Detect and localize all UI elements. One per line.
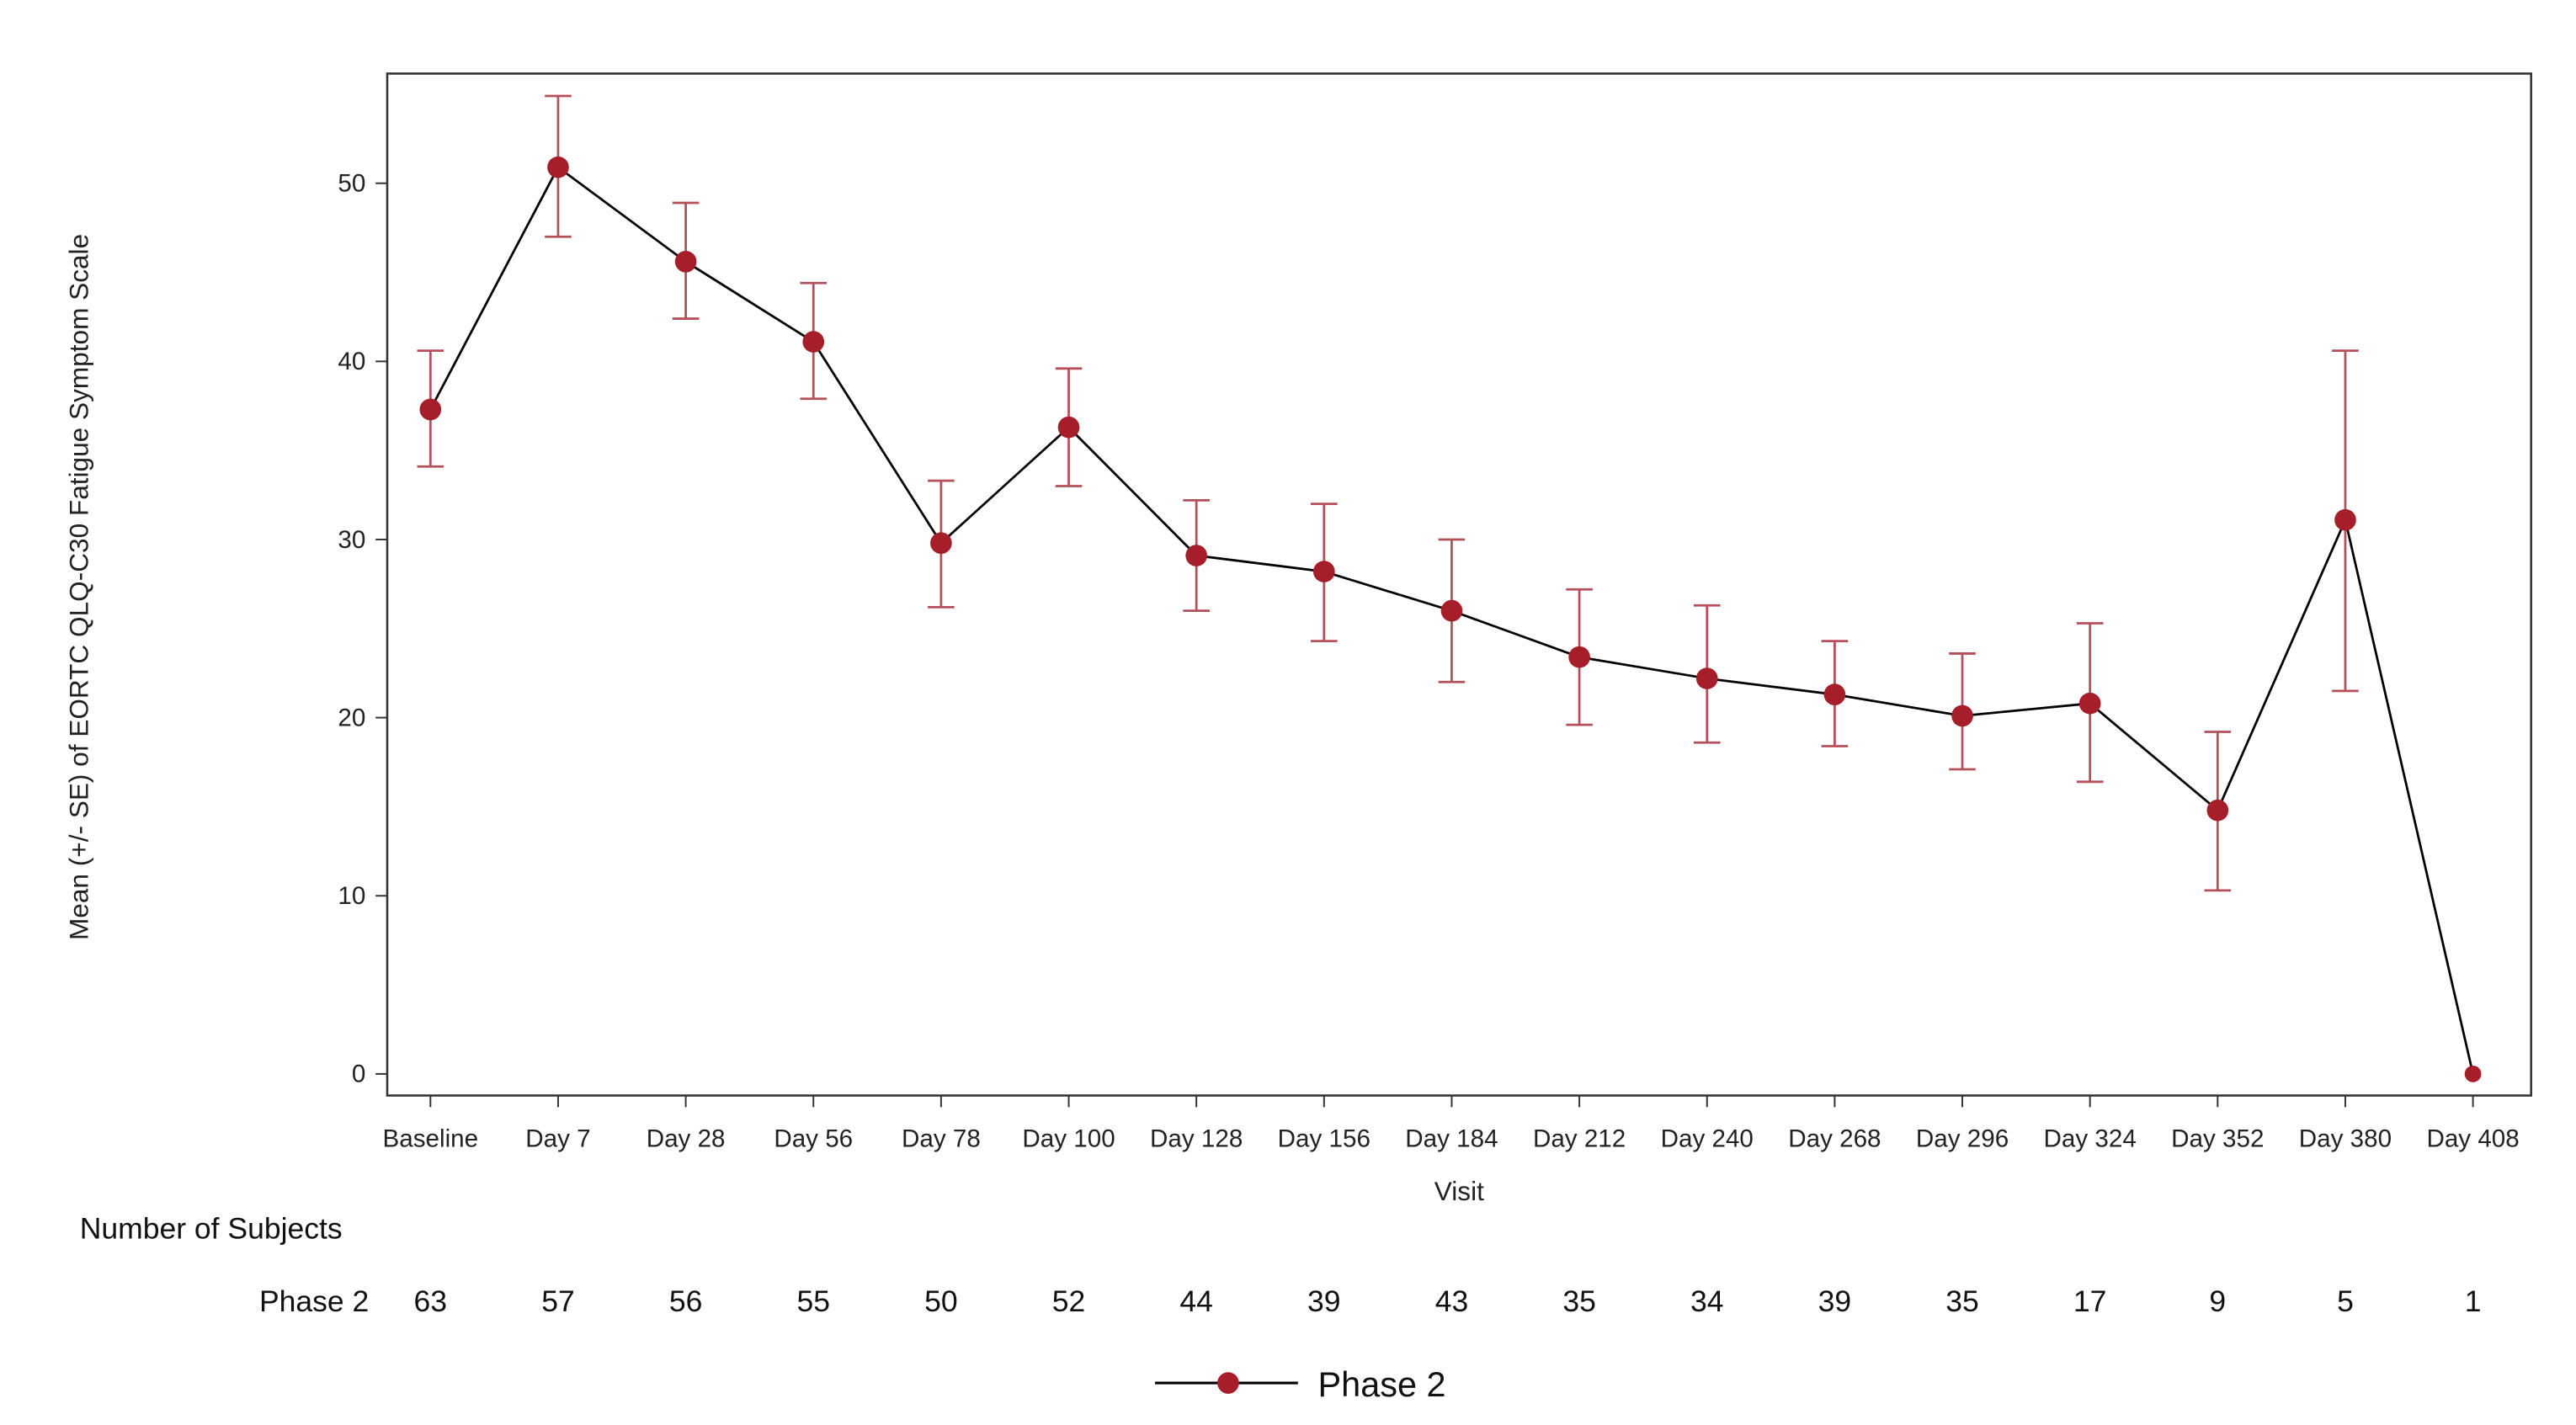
y-axis: 0 10 20 30 40 50	[338, 170, 387, 1088]
subject-count: 52	[1052, 1284, 1086, 1318]
data-point	[1312, 561, 1335, 582]
data-point	[2334, 508, 2356, 531]
data-point	[1951, 705, 1973, 727]
x-tick-label: Day 408	[2426, 1125, 2519, 1153]
data-point	[1185, 545, 1208, 566]
subject-count: 5	[2337, 1284, 2354, 1318]
subject-count: 35	[1562, 1284, 1596, 1318]
subject-count: 44	[1179, 1284, 1213, 1318]
series-phase-2	[417, 94, 2482, 1082]
y-tick-label: 30	[338, 526, 365, 554]
x-tick-label: Day 78	[902, 1125, 981, 1153]
subject-count: 50	[924, 1284, 958, 1318]
data-point	[547, 156, 569, 178]
x-tick-label: Day 240	[1661, 1125, 1754, 1153]
data-point	[1823, 683, 1846, 705]
subject-count: 1	[2465, 1284, 2482, 1318]
x-tick-label: Day 324	[2044, 1125, 2137, 1153]
x-tick-label: Day 352	[2171, 1125, 2264, 1153]
y-tick-label: 0	[352, 1061, 365, 1088]
data-point	[674, 251, 697, 273]
x-axis: Baseline Day 7 Day 28 Day 56 Day 78 Day 100 Da…	[383, 1095, 2520, 1153]
subjects-counts: 63 57 56 55 50 52 44 39 43 35 34 39 35 17 9 5 1	[414, 1284, 2482, 1318]
data-point	[2206, 799, 2229, 822]
data-point	[419, 398, 442, 421]
x-tick-label: Day 100	[1022, 1125, 1115, 1153]
subject-count: 9	[2209, 1284, 2226, 1318]
subjects-table-title: Number of Subjects	[80, 1211, 343, 1245]
legend-label: Phase 2	[1318, 1364, 1446, 1404]
x-tick-label: Day 268	[1788, 1125, 1881, 1153]
x-tick-label: Day 56	[774, 1125, 853, 1153]
legend: Phase 2	[1155, 1364, 1446, 1404]
subject-count: 39	[1818, 1284, 1852, 1318]
data-point	[2464, 1066, 2482, 1082]
subject-count: 57	[541, 1284, 575, 1318]
data-point	[2078, 692, 2101, 715]
y-tick-label: 50	[338, 170, 365, 198]
legend-marker	[1217, 1372, 1239, 1394]
x-axis-label: Visit	[1434, 1176, 1484, 1206]
x-tick-label: Day 128	[1150, 1125, 1243, 1153]
x-tick-label: Day 212	[1533, 1125, 1626, 1153]
data-point	[1695, 667, 1718, 689]
subject-count: 39	[1307, 1284, 1341, 1318]
data-point	[1440, 599, 1463, 622]
subject-count: 17	[2073, 1284, 2107, 1318]
x-tick-label: Day 184	[1405, 1125, 1498, 1153]
x-tick-label: Baseline	[383, 1125, 479, 1153]
subject-count: 55	[796, 1284, 830, 1318]
x-tick-label: Day 28	[647, 1125, 726, 1153]
subjects-row-label: Phase 2	[259, 1284, 369, 1318]
subject-count: 56	[669, 1284, 703, 1318]
x-tick-label: Day 156	[1278, 1125, 1370, 1153]
y-tick-label: 20	[338, 704, 365, 731]
subject-count: 34	[1690, 1284, 1724, 1318]
x-tick-label: Day 296	[1916, 1125, 2009, 1153]
data-point	[1568, 646, 1590, 668]
subject-count: 63	[414, 1284, 448, 1318]
plot-frame	[386, 72, 2532, 1097]
subject-count: 43	[1435, 1284, 1469, 1318]
y-tick-label: 10	[338, 882, 365, 910]
x-tick-label: Day 7	[525, 1125, 590, 1153]
data-point	[1057, 416, 1080, 439]
x-tick-label: Day 380	[2299, 1125, 2392, 1153]
y-tick-label: 40	[338, 348, 365, 375]
data-point	[930, 532, 952, 555]
y-axis-label: Mean (+/- SE) of EORTC QLQ-C30 Fatigue S…	[64, 234, 94, 940]
subject-count: 35	[1945, 1284, 1979, 1318]
data-point	[802, 331, 825, 353]
